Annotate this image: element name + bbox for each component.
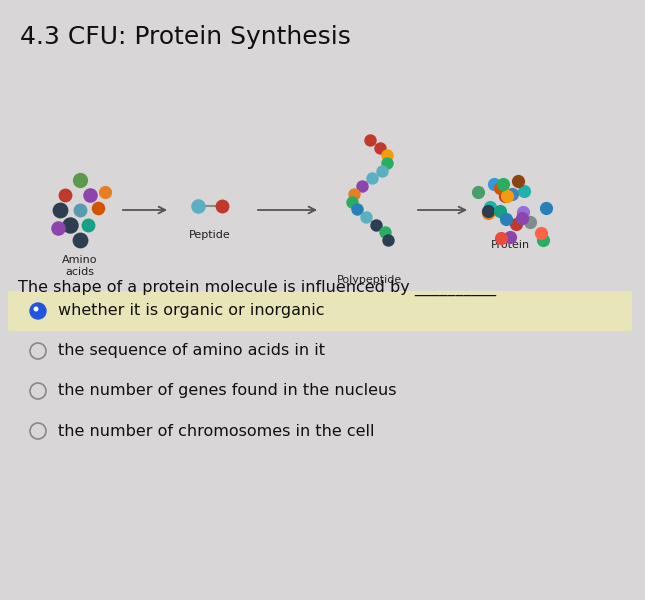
Point	[382, 151, 392, 160]
Point	[483, 208, 493, 218]
Point	[352, 205, 362, 214]
Text: Amino
acids: Amino acids	[63, 255, 98, 277]
Point	[498, 179, 508, 189]
Point	[473, 187, 483, 197]
Point	[502, 191, 512, 201]
Point	[372, 220, 382, 229]
Point	[349, 189, 359, 199]
Point	[538, 236, 548, 245]
Point	[484, 202, 495, 212]
Point	[75, 235, 85, 245]
Point	[506, 189, 517, 199]
Point	[519, 186, 529, 196]
Point	[505, 233, 515, 242]
Point	[495, 206, 506, 216]
Point	[377, 166, 387, 176]
Point	[482, 206, 493, 215]
Point	[382, 158, 393, 168]
Text: Peptide: Peptide	[189, 230, 231, 240]
Circle shape	[30, 303, 46, 319]
Point	[383, 235, 393, 245]
Point	[75, 175, 85, 185]
Point	[75, 205, 85, 215]
Point	[496, 233, 506, 242]
Text: Polypeptide: Polypeptide	[337, 275, 402, 285]
Point	[100, 187, 110, 197]
Text: the number of genes found in the nucleus: the number of genes found in the nucleus	[58, 383, 397, 398]
Text: the sequence of amino acids in it: the sequence of amino acids in it	[58, 343, 325, 358]
Point	[53, 223, 63, 233]
Point	[525, 217, 535, 227]
Text: The shape of a protein molecule is influenced by __________: The shape of a protein molecule is influ…	[18, 280, 496, 296]
Point	[375, 143, 385, 152]
Point	[487, 205, 497, 215]
Text: Protein: Protein	[490, 240, 530, 250]
Point	[517, 214, 527, 223]
Text: the number of chromosomes in the cell: the number of chromosomes in the cell	[58, 424, 375, 439]
Text: 4.3 CFU: Protein Synthesis: 4.3 CFU: Protein Synthesis	[20, 25, 351, 49]
Point	[541, 203, 551, 212]
FancyBboxPatch shape	[8, 291, 632, 331]
Point	[55, 205, 65, 215]
Point	[60, 190, 70, 200]
Point	[510, 220, 521, 229]
Point	[93, 203, 103, 213]
Point	[536, 229, 546, 238]
Point	[85, 190, 95, 200]
Point	[489, 179, 499, 188]
Point	[65, 220, 75, 230]
Point	[380, 227, 390, 237]
Point	[500, 191, 510, 200]
Text: whether it is organic or inorganic: whether it is organic or inorganic	[58, 304, 324, 319]
Point	[501, 215, 511, 224]
Point	[217, 201, 227, 211]
Point	[495, 184, 505, 193]
Point	[361, 212, 371, 222]
Point	[367, 173, 377, 183]
Point	[518, 207, 528, 217]
Point	[347, 197, 357, 206]
Point	[365, 135, 375, 145]
Circle shape	[34, 307, 39, 311]
Point	[513, 176, 523, 186]
Point	[83, 220, 93, 230]
Point	[193, 201, 203, 211]
Point	[357, 181, 367, 191]
